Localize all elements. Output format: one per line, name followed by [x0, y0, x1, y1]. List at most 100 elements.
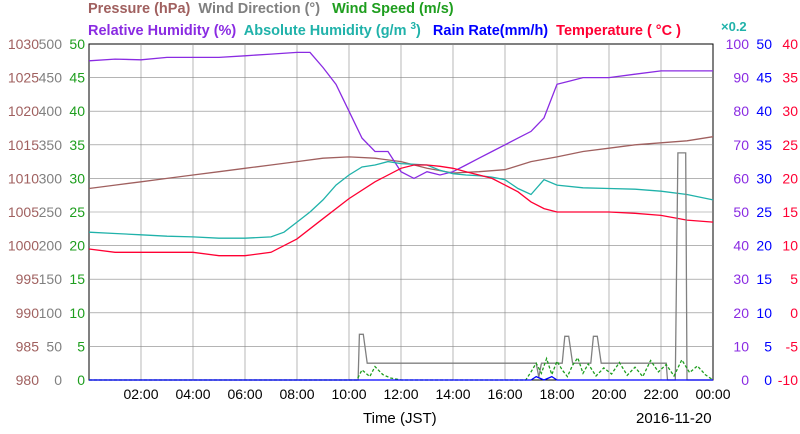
- x-tick-label: 18:00: [539, 386, 574, 402]
- series-line-relative-humidity: [88, 51, 713, 180]
- wind_speed-tick-label: 5: [77, 338, 85, 354]
- pressure-tick-label: 995: [16, 271, 40, 287]
- legend-wind-speed: Wind Speed (m/s): [332, 1, 454, 17]
- rain_rate-tick-label: 10: [756, 305, 772, 321]
- pressure-tick-label: 1015: [8, 137, 39, 153]
- pressure-tick-label: 1030: [8, 36, 39, 52]
- legend-temperature: Temperature (°C): [556, 23, 685, 39]
- relative_humidity-tick-label: 60: [733, 170, 749, 186]
- pressure-tick-label: 980: [16, 372, 40, 388]
- x-tick-label: 06:00: [227, 386, 262, 402]
- temperature-tick-label: 25: [782, 137, 798, 153]
- x-tick-label: 04:00: [175, 386, 210, 402]
- wind_speed-tick-label: 40: [69, 103, 85, 119]
- wind_speed-tick-label: 15: [69, 271, 85, 287]
- wind_direction-tick-label: 400: [39, 103, 63, 119]
- pressure-tick-label: 1025: [8, 70, 39, 86]
- x-tick-label: 12:00: [383, 386, 418, 402]
- legend-absolute-humidity-end: ): [416, 22, 421, 39]
- legend-absolute-humidity-text: Absolute Humidity (g/m: [243, 22, 407, 39]
- temperature-tick-label: 30: [782, 103, 798, 119]
- legend-pressure: Pressure (hPa): [88, 1, 191, 17]
- rain_rate-tick-label: 35: [756, 137, 772, 153]
- pressure-tick-label: 990: [16, 305, 40, 321]
- wind_direction-tick-label: 250: [39, 204, 63, 220]
- wind_direction-tick-label: 150: [39, 271, 63, 287]
- relative_humidity-tick-label: 50: [733, 204, 749, 220]
- rain_rate-tick-label: 50: [756, 36, 772, 52]
- temperature-tick-label: -5: [786, 338, 799, 354]
- pressure-tick-label: 1010: [8, 170, 39, 186]
- wind_speed-tick-label: 25: [69, 204, 85, 220]
- legend-relative-humidity: Relative Humidity (%): [88, 22, 237, 39]
- series-line-temperature: [88, 164, 714, 257]
- x-tick-label: 08:00: [279, 386, 314, 402]
- wind_direction-tick-label: 450: [39, 70, 63, 86]
- pressure-tick-label: 1005: [8, 204, 39, 220]
- relative_humidity-tick-label: 10: [733, 338, 749, 354]
- legend-rain-rate: Rain Rate(mm/h): [432, 22, 549, 39]
- legend-absolute-humidity-sup: 3: [410, 21, 417, 32]
- x-tick-label: 22:00: [643, 386, 678, 402]
- absolute-humidity-scale-note: ×0.2: [721, 19, 747, 34]
- wind_direction-tick-label: 500: [39, 36, 63, 52]
- relative_humidity-tick-label: 0: [741, 372, 749, 388]
- relative_humidity-tick-label: 30: [733, 271, 749, 287]
- wind_speed-tick-label: 50: [69, 36, 85, 52]
- wind_direction-tick-label: 200: [39, 238, 63, 254]
- wind_direction-tick-label: 300: [39, 170, 63, 186]
- temperature-tick-label: -10: [778, 372, 798, 388]
- wind_speed-tick-label: 30: [69, 170, 85, 186]
- wind_speed-tick-label: 20: [69, 238, 85, 254]
- relative_humidity-tick-label: 90: [733, 70, 749, 86]
- x-tick-label: 00:00: [695, 386, 730, 402]
- temperature-tick-label: 5: [790, 271, 798, 287]
- series-line-wind-speed: [89, 356, 714, 381]
- legend-row-1: Pressure (hPa) Wind Direction (°) Wind S…: [88, 1, 458, 17]
- relative_humidity-tick-label: 100: [726, 36, 750, 52]
- x-tick-label: 14:00: [435, 386, 470, 402]
- rain_rate-tick-label: 5: [764, 338, 772, 354]
- temperature-tick-label: 0: [790, 305, 798, 321]
- wind_speed-tick-label: 35: [69, 137, 85, 153]
- wind_direction-tick-label: 350: [39, 137, 63, 153]
- temperature-tick-label: 10: [782, 238, 798, 254]
- pressure-tick-label: 985: [16, 338, 40, 354]
- wind_speed-tick-label: 10: [69, 305, 85, 321]
- date-label: 2016-11-20: [636, 410, 712, 427]
- rain_rate-tick-label: 40: [756, 103, 772, 119]
- temperature-tick-label: 15: [782, 204, 798, 220]
- x-tick-label: 02:00: [123, 386, 158, 402]
- relative_humidity-tick-label: 40: [733, 238, 749, 254]
- rain_rate-tick-label: 25: [756, 204, 772, 220]
- wind_speed-tick-label: 45: [69, 70, 85, 86]
- rain_rate-tick-label: 30: [756, 170, 772, 186]
- series-line-absolute-humidity: [88, 160, 714, 239]
- temperature-tick-label: 20: [782, 170, 798, 186]
- wind_direction-tick-label: 100: [39, 305, 63, 321]
- temperature-tick-label: 40: [782, 36, 798, 52]
- x-tick-label: 16:00: [487, 386, 522, 402]
- rain_rate-tick-label: 15: [756, 271, 772, 287]
- series-line-rain-rate: [89, 375, 713, 381]
- rain_rate-tick-label: 20: [756, 238, 772, 254]
- legend-absolute-humidity: Absolute Humidity (g/m 3): [243, 21, 425, 39]
- rain_rate-tick-label: 45: [756, 70, 772, 86]
- legend-temperature-end: ): [676, 22, 681, 39]
- wind_speed-tick-label: 0: [77, 372, 85, 388]
- legend-temperature-text: Temperature (: [556, 22, 652, 39]
- legend-wind-direction-text: Wind Direction (°): [198, 1, 321, 17]
- relative_humidity-tick-label: 70: [733, 137, 749, 153]
- rain_rate-tick-label: 0: [764, 372, 772, 388]
- legend-temperature-unit: °C: [655, 22, 673, 39]
- wind_direction-tick-label: 50: [46, 338, 62, 354]
- legend-row-2: Relative Humidity (%) Absolute Humidity …: [88, 21, 689, 39]
- relative_humidity-tick-label: 80: [733, 103, 749, 119]
- x-tick-label: 10:00: [331, 386, 366, 402]
- series-line-pressure: [88, 136, 714, 190]
- relative_humidity-tick-label: 20: [733, 305, 749, 321]
- x-tick-label: 20:00: [591, 386, 626, 402]
- x-axis-label: Time (JST): [363, 410, 437, 427]
- wind_direction-tick-label: 0: [54, 372, 62, 388]
